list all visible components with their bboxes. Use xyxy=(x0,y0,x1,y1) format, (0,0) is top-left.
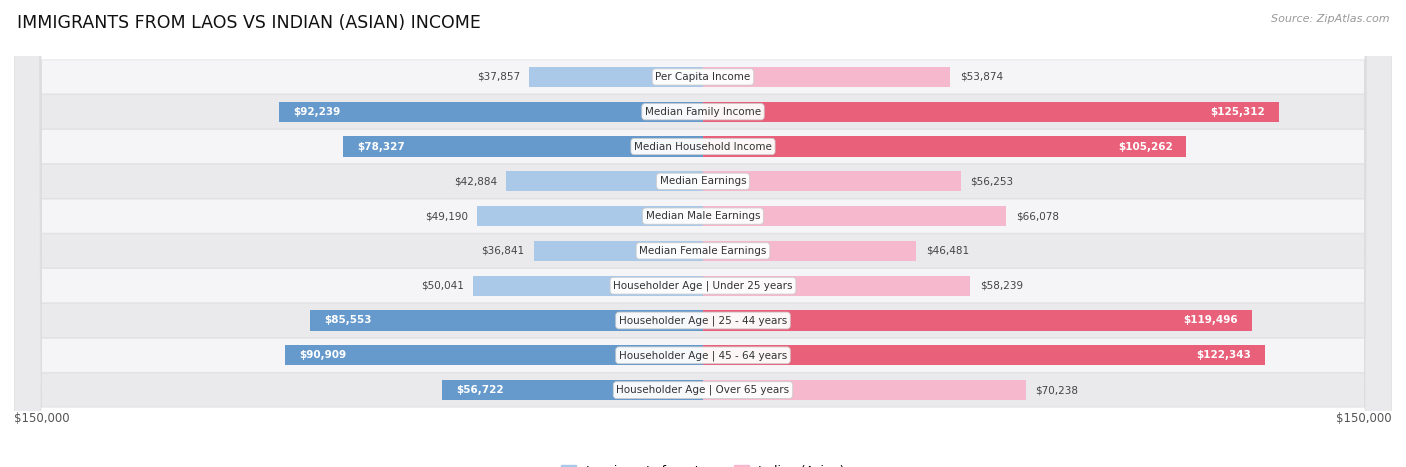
Text: $119,496: $119,496 xyxy=(1184,316,1239,325)
Bar xyxy=(703,206,1007,226)
Text: Source: ZipAtlas.com: Source: ZipAtlas.com xyxy=(1271,14,1389,24)
Text: IMMIGRANTS FROM LAOS VS INDIAN (ASIAN) INCOME: IMMIGRANTS FROM LAOS VS INDIAN (ASIAN) I… xyxy=(17,14,481,32)
Text: Median Earnings: Median Earnings xyxy=(659,177,747,186)
Text: $150,000: $150,000 xyxy=(14,411,70,425)
Text: Householder Age | Under 25 years: Householder Age | Under 25 years xyxy=(613,281,793,291)
Text: Median Family Income: Median Family Income xyxy=(645,107,761,117)
Text: $56,253: $56,253 xyxy=(970,177,1014,186)
Bar xyxy=(703,345,1265,365)
Bar xyxy=(280,102,703,122)
FancyBboxPatch shape xyxy=(14,0,1392,467)
Text: Median Household Income: Median Household Income xyxy=(634,142,772,151)
FancyBboxPatch shape xyxy=(14,0,1392,467)
Text: Householder Age | 45 - 64 years: Householder Age | 45 - 64 years xyxy=(619,350,787,361)
Text: $36,841: $36,841 xyxy=(481,246,524,256)
Text: $150,000: $150,000 xyxy=(1336,411,1392,425)
FancyBboxPatch shape xyxy=(14,0,1392,467)
Bar xyxy=(703,67,950,87)
Bar xyxy=(703,241,917,261)
Text: $53,874: $53,874 xyxy=(960,72,1002,82)
Text: $122,343: $122,343 xyxy=(1197,350,1251,360)
Text: $92,239: $92,239 xyxy=(292,107,340,117)
Text: $46,481: $46,481 xyxy=(925,246,969,256)
Bar xyxy=(529,67,703,87)
Bar xyxy=(285,345,703,365)
Bar xyxy=(703,311,1251,331)
Text: $66,078: $66,078 xyxy=(1015,211,1059,221)
FancyBboxPatch shape xyxy=(14,0,1392,467)
Legend: Immigrants from Laos, Indian (Asian): Immigrants from Laos, Indian (Asian) xyxy=(555,460,851,467)
Text: $78,327: $78,327 xyxy=(357,142,405,151)
Text: Householder Age | 25 - 44 years: Householder Age | 25 - 44 years xyxy=(619,315,787,326)
Bar xyxy=(343,136,703,156)
Text: Median Female Earnings: Median Female Earnings xyxy=(640,246,766,256)
Bar xyxy=(443,380,703,400)
Text: $125,312: $125,312 xyxy=(1211,107,1265,117)
FancyBboxPatch shape xyxy=(14,0,1392,467)
Text: $49,190: $49,190 xyxy=(425,211,468,221)
FancyBboxPatch shape xyxy=(14,0,1392,467)
Text: $42,884: $42,884 xyxy=(454,177,496,186)
FancyBboxPatch shape xyxy=(14,0,1392,467)
Bar xyxy=(703,102,1278,122)
Bar xyxy=(703,380,1025,400)
Text: $105,262: $105,262 xyxy=(1118,142,1173,151)
FancyBboxPatch shape xyxy=(14,0,1392,467)
Text: Median Male Earnings: Median Male Earnings xyxy=(645,211,761,221)
Bar xyxy=(506,171,703,191)
Text: $70,238: $70,238 xyxy=(1035,385,1078,395)
Bar xyxy=(474,276,703,296)
Text: $50,041: $50,041 xyxy=(422,281,464,290)
Bar xyxy=(534,241,703,261)
Text: $90,909: $90,909 xyxy=(299,350,346,360)
Text: $58,239: $58,239 xyxy=(980,281,1022,290)
Bar xyxy=(703,276,970,296)
Text: $37,857: $37,857 xyxy=(477,72,520,82)
Bar xyxy=(477,206,703,226)
Text: $56,722: $56,722 xyxy=(457,385,503,395)
Bar xyxy=(703,136,1187,156)
Bar xyxy=(703,171,962,191)
FancyBboxPatch shape xyxy=(14,0,1392,467)
Text: Householder Age | Over 65 years: Householder Age | Over 65 years xyxy=(616,385,790,396)
FancyBboxPatch shape xyxy=(14,0,1392,467)
Bar xyxy=(311,311,703,331)
Text: Per Capita Income: Per Capita Income xyxy=(655,72,751,82)
Text: $85,553: $85,553 xyxy=(323,316,371,325)
